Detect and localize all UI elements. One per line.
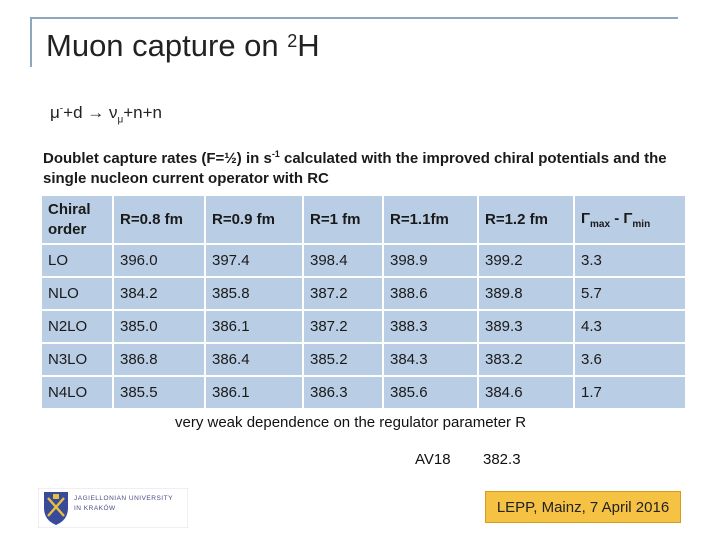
slide-title: Muon capture on 2H	[46, 28, 320, 63]
cell-r09: 385.8	[204, 276, 304, 311]
cell-gamma-diff: 4.3	[573, 309, 687, 344]
cell-r10: 398.4	[302, 243, 384, 278]
table-description: Doublet capture rates (F=½) in s-1 calcu…	[43, 149, 667, 187]
cell-r11: 398.9	[382, 243, 479, 278]
header-r09: R=0.9 fm	[204, 194, 304, 245]
cell-r09: 386.1	[204, 309, 304, 344]
cell-gamma-diff: 3.3	[573, 243, 687, 278]
cell-gamma-diff: 1.7	[573, 375, 687, 410]
cell-r08: 396.0	[112, 243, 206, 278]
cell-r12: 384.6	[477, 375, 575, 410]
cell-gamma-diff: 5.7	[573, 276, 687, 311]
cell-r11: 388.3	[382, 309, 479, 344]
cell-r10: 387.2	[302, 276, 384, 311]
cell-order: LO	[40, 243, 114, 278]
av18-label: AV18	[415, 451, 451, 468]
table-header-row: Chiral order R=0.8 fm R=0.9 fm R=1 fm R=…	[40, 194, 687, 245]
table-row: N3LO 386.8 386.4 385.2 384.3 383.2 3.6	[40, 342, 687, 377]
cell-r08: 385.0	[112, 309, 206, 344]
cell-r09: 397.4	[204, 243, 304, 278]
cell-r09: 386.1	[204, 375, 304, 410]
cell-r09: 386.4	[204, 342, 304, 377]
cell-order: NLO	[40, 276, 114, 311]
table-row: N4LO 385.5 386.1 386.3 385.6 384.6 1.7	[40, 375, 687, 410]
header-chiral-order: Chiral order	[40, 194, 114, 245]
table-row: N2LO 385.0 386.1 387.2 388.3 389.3 4.3	[40, 309, 687, 344]
cell-r12: 389.3	[477, 309, 575, 344]
table-row: LO 396.0 397.4 398.4 398.9 399.2 3.3	[40, 243, 687, 278]
header-r12: R=1.2 fm	[477, 194, 575, 245]
av18-value: 382.3	[483, 451, 521, 468]
cell-r10: 386.3	[302, 375, 384, 410]
cell-gamma-diff: 3.6	[573, 342, 687, 377]
table-row: NLO 384.2 385.8 387.2 388.6 389.8 5.7	[40, 276, 687, 311]
cell-r10: 387.2	[302, 309, 384, 344]
header-r11: R=1.1fm	[382, 194, 479, 245]
cell-r12: 383.2	[477, 342, 575, 377]
cell-r10: 385.2	[302, 342, 384, 377]
cell-r12: 389.8	[477, 276, 575, 311]
cell-r11: 385.6	[382, 375, 479, 410]
cell-r11: 388.6	[382, 276, 479, 311]
title-frame-top	[30, 17, 678, 19]
header-gamma-diff: Γmax - Γmin	[573, 194, 687, 245]
cell-r11: 384.3	[382, 342, 479, 377]
cell-r12: 399.2	[477, 243, 575, 278]
cell-order: N4LO	[40, 375, 114, 410]
capture-rates-table: Chiral order R=0.8 fm R=0.9 fm R=1 fm R=…	[40, 194, 687, 410]
footer-event-badge: LEPP, Mainz, 7 April 2016	[485, 491, 681, 523]
header-r08: R=0.8 fm	[112, 194, 206, 245]
cell-order: N2LO	[40, 309, 114, 344]
regulator-note: very weak dependence on the regulator pa…	[175, 414, 527, 431]
university-name: JAGIELLONIAN UNIVERSITY IN KRAKÓW	[74, 495, 173, 512]
header-r10: R=1 fm	[302, 194, 384, 245]
cell-r08: 384.2	[112, 276, 206, 311]
title-frame-left	[30, 17, 32, 67]
university-crest-icon	[38, 488, 188, 528]
cell-r08: 386.8	[112, 342, 206, 377]
cell-order: N3LO	[40, 342, 114, 377]
cell-r08: 385.5	[112, 375, 206, 410]
reaction-equation: μ-+d → νμ+n+n	[50, 103, 163, 126]
